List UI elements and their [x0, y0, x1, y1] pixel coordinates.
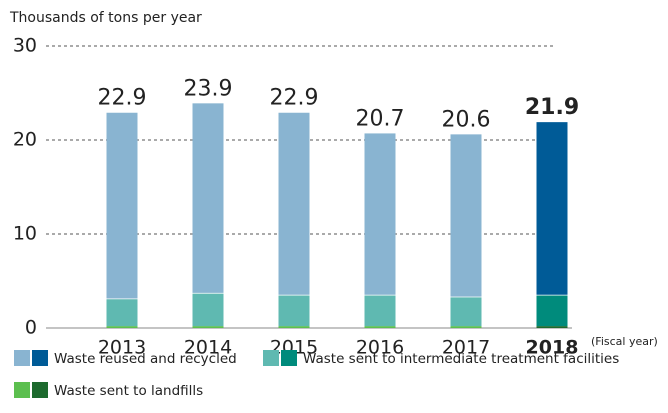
- bar-segment: [536, 122, 568, 296]
- bar-segment: [278, 295, 310, 327]
- bar-segment: [536, 326, 568, 328]
- x-axis-label: (Fiscal year): [591, 335, 658, 348]
- bar-segment: [450, 296, 482, 327]
- legend-swatch: [32, 350, 48, 366]
- legend-label: Waste sent to landfills: [54, 383, 203, 399]
- bar-segment: [106, 112, 138, 299]
- legend-swatch: [263, 350, 279, 366]
- legend-label: Waste sent to intermediate treatment fac…: [303, 351, 619, 367]
- bar-segment: [450, 134, 482, 297]
- bar-segment: [364, 295, 396, 327]
- bar-segment: [106, 298, 138, 327]
- total-label: 22.9: [270, 86, 319, 111]
- bar-segment: [364, 326, 396, 328]
- legend-swatch: [14, 350, 30, 366]
- bar-segment: [106, 326, 138, 328]
- bar-segment: [192, 293, 224, 327]
- bar-segment: [364, 133, 396, 296]
- bar-segment: [192, 103, 224, 294]
- y-tick-label: 0: [25, 317, 37, 339]
- bar-segment: [450, 326, 482, 328]
- legend-swatch: [281, 350, 297, 366]
- bar-segment: [536, 295, 568, 327]
- total-label: 21.9: [525, 95, 579, 120]
- x-tick-label: 2018: [526, 337, 579, 359]
- total-label: 22.9: [98, 86, 147, 111]
- x-tick-label: 2017: [442, 337, 490, 359]
- total-label: 23.9: [184, 76, 233, 101]
- y-tick-label: 20: [13, 129, 37, 151]
- y-axis-label: Thousands of tons per year: [9, 10, 202, 26]
- total-label: 20.6: [442, 107, 491, 132]
- legend-label: Waste reused and recycled: [54, 351, 237, 367]
- bar-segment: [278, 112, 310, 296]
- y-tick-label: 10: [13, 223, 37, 245]
- x-tick-label: 2016: [356, 337, 404, 359]
- total-label: 20.7: [356, 106, 405, 131]
- x-tick-label: 2014: [184, 337, 232, 359]
- y-tick-label: 30: [13, 35, 37, 57]
- legend-swatch: [14, 382, 30, 398]
- bar-segment: [192, 326, 224, 328]
- x-tick-label: 2013: [98, 337, 146, 359]
- bar-segment: [278, 326, 310, 328]
- legend-swatch: [32, 382, 48, 398]
